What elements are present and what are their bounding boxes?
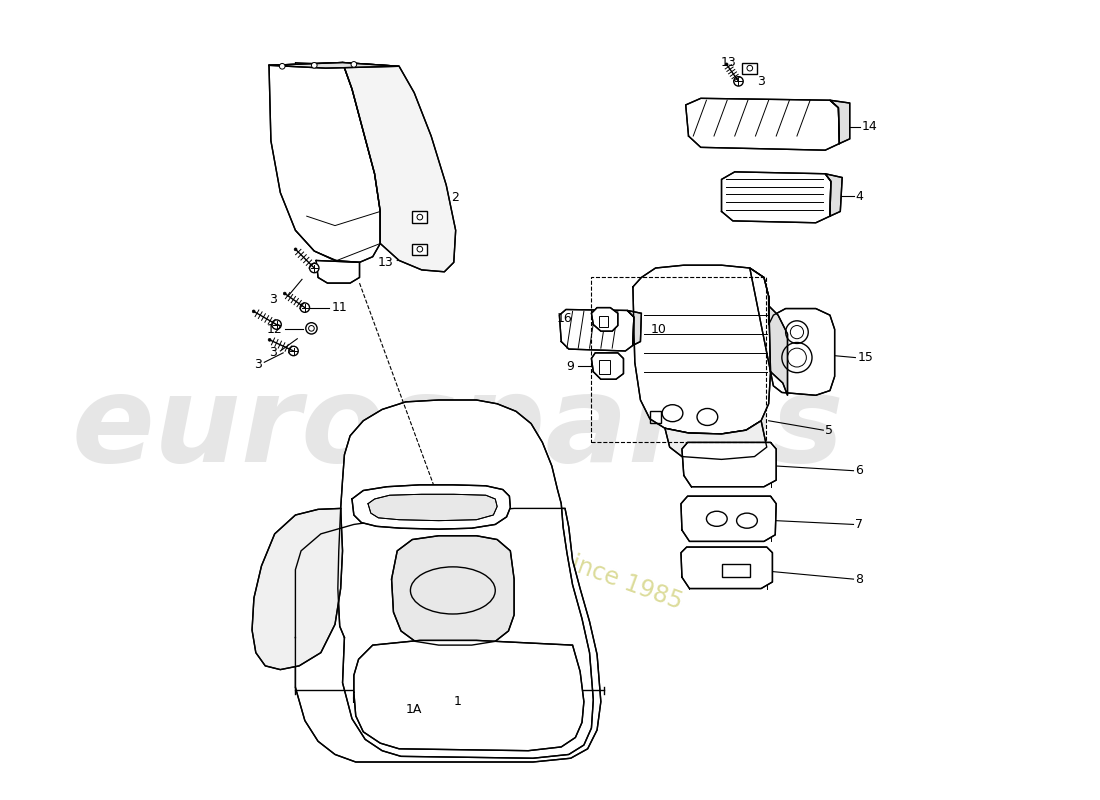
Polygon shape xyxy=(825,174,843,216)
Polygon shape xyxy=(560,310,634,351)
Bar xyxy=(742,62,757,74)
Polygon shape xyxy=(270,62,381,262)
Circle shape xyxy=(252,310,255,313)
Circle shape xyxy=(284,292,286,295)
Text: 3: 3 xyxy=(268,293,276,306)
Text: 3: 3 xyxy=(757,75,766,88)
Bar xyxy=(412,243,428,255)
Circle shape xyxy=(268,338,271,342)
Text: 12: 12 xyxy=(266,322,283,336)
Polygon shape xyxy=(632,265,770,434)
Circle shape xyxy=(279,63,285,69)
Polygon shape xyxy=(685,98,839,150)
Text: 8: 8 xyxy=(856,573,864,586)
Text: 3: 3 xyxy=(268,346,276,359)
Bar xyxy=(600,316,608,327)
Circle shape xyxy=(734,77,744,86)
Bar xyxy=(722,564,750,578)
Polygon shape xyxy=(392,536,514,645)
Circle shape xyxy=(417,214,422,220)
Text: 2: 2 xyxy=(451,191,459,204)
Text: 14: 14 xyxy=(862,120,878,133)
Text: 3: 3 xyxy=(254,358,262,370)
Circle shape xyxy=(300,303,309,312)
Circle shape xyxy=(294,248,297,250)
Polygon shape xyxy=(769,296,788,395)
Polygon shape xyxy=(681,547,772,589)
Text: 13: 13 xyxy=(377,256,394,269)
Text: 13: 13 xyxy=(720,56,737,69)
Text: 9: 9 xyxy=(566,359,574,373)
Circle shape xyxy=(351,62,356,67)
Text: a passion for parts since 1985: a passion for parts since 1985 xyxy=(342,469,686,614)
Bar xyxy=(592,278,766,442)
Polygon shape xyxy=(682,442,777,486)
Text: 5: 5 xyxy=(825,424,833,437)
Text: 1: 1 xyxy=(453,695,462,708)
Bar xyxy=(412,211,428,222)
Circle shape xyxy=(306,322,317,334)
Text: 4: 4 xyxy=(856,190,864,203)
Text: 10: 10 xyxy=(651,322,667,336)
Polygon shape xyxy=(342,62,455,272)
Circle shape xyxy=(289,346,298,356)
Polygon shape xyxy=(666,421,767,459)
Bar xyxy=(650,411,661,422)
Polygon shape xyxy=(750,268,835,395)
Polygon shape xyxy=(627,310,641,346)
Polygon shape xyxy=(316,261,360,283)
Bar xyxy=(600,361,610,374)
Circle shape xyxy=(311,62,317,68)
Text: 6: 6 xyxy=(856,464,864,478)
Polygon shape xyxy=(368,494,497,521)
Polygon shape xyxy=(592,308,618,331)
Polygon shape xyxy=(722,172,830,222)
Text: 1A: 1A xyxy=(406,702,422,716)
Polygon shape xyxy=(296,509,601,762)
Polygon shape xyxy=(270,62,399,68)
Polygon shape xyxy=(352,485,510,529)
Circle shape xyxy=(272,320,282,330)
Text: 16: 16 xyxy=(557,313,573,326)
Text: eurospares: eurospares xyxy=(72,370,844,486)
Polygon shape xyxy=(681,496,777,542)
Polygon shape xyxy=(252,509,342,670)
Text: 15: 15 xyxy=(857,351,873,364)
Text: 11: 11 xyxy=(331,301,346,314)
Circle shape xyxy=(309,263,319,273)
Text: 7: 7 xyxy=(856,518,864,531)
Circle shape xyxy=(725,63,728,66)
Polygon shape xyxy=(829,100,849,143)
Circle shape xyxy=(417,246,422,252)
Circle shape xyxy=(747,66,752,71)
Polygon shape xyxy=(592,353,624,379)
Circle shape xyxy=(309,326,315,331)
Polygon shape xyxy=(354,640,584,750)
Polygon shape xyxy=(338,400,593,758)
